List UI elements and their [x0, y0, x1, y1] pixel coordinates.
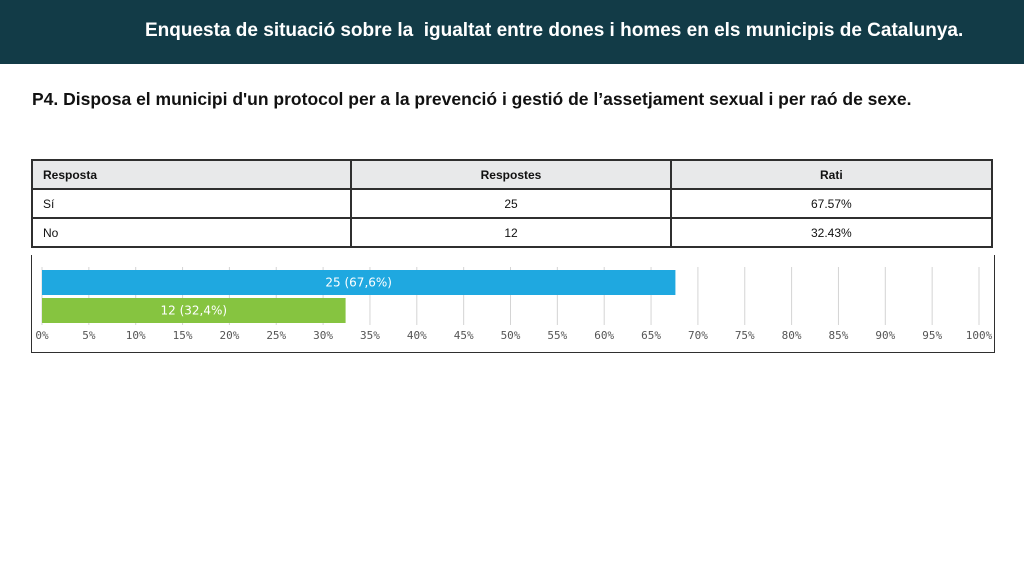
answer-cell: Sí [30, 188, 353, 219]
header-bar: Enquesta de situació sobre la igualtat e… [0, 0, 1024, 64]
x-tick-label: 0% [35, 329, 49, 342]
x-tick-label: 55% [547, 329, 567, 342]
x-tick-label: 15% [173, 329, 193, 342]
rate-cell: 32.43% [669, 217, 994, 248]
table-row: No 12 32.43% [30, 217, 994, 248]
x-tick-label: 60% [594, 329, 614, 342]
x-tick-label: 25% [266, 329, 286, 342]
question-text: P4. Disposa el municipi d'un protocol pe… [32, 89, 912, 109]
x-tick-label: 90% [875, 329, 895, 342]
x-tick-label: 5% [82, 329, 96, 342]
x-tick-label: 95% [922, 329, 942, 342]
x-tick-label: 65% [641, 329, 661, 342]
chart-canvas: 0% 5% 10% 15% 20% 25% 30% 35% 40% 45% 50% 55% 60% 65%… [35, 267, 993, 342]
count-cell: 25 [350, 188, 672, 219]
x-tick-label: 30% [313, 329, 333, 342]
x-tick-label: 45% [454, 329, 474, 342]
table-row: Sí 25 67.57% [30, 188, 994, 219]
column-header-resposta: Resposta [30, 159, 353, 190]
answer-cell: No [30, 217, 353, 248]
x-tick-label: 85% [829, 329, 849, 342]
rate-cell: 67.57% [669, 188, 994, 219]
x-tick-label: 100% [966, 329, 993, 342]
x-tick-label: 40% [407, 329, 427, 342]
table-header-row: Resposta Respostes Rati [30, 159, 994, 190]
bar-data-label: 25 (67,6%) [325, 276, 392, 290]
x-tick-label: 70% [688, 329, 708, 342]
results-table: Resposta Respostes Rati Sí 25 67.57% No … [30, 159, 994, 248]
bar [42, 298, 346, 323]
bar-data-label: 12 (32,4%) [161, 304, 228, 318]
x-tick-label: 10% [126, 329, 146, 342]
x-tick-label: 50% [501, 329, 521, 342]
x-tick-label: 75% [735, 329, 755, 342]
x-tick-label: 35% [360, 329, 380, 342]
x-tick-label: 20% [219, 329, 239, 342]
column-header-respostes: Respostes [350, 159, 672, 190]
x-tick-label: 80% [782, 329, 802, 342]
column-header-rati: Rati [669, 159, 994, 190]
count-cell: 12 [350, 217, 672, 248]
page-title: Enquesta de situació sobre la igualtat e… [145, 20, 964, 41]
bar [42, 270, 676, 295]
bar-chart: 0% 5% 10% 15% 20% 25% 30% 35% 40% 45% 50% 55% 60% 65%… [31, 255, 995, 353]
